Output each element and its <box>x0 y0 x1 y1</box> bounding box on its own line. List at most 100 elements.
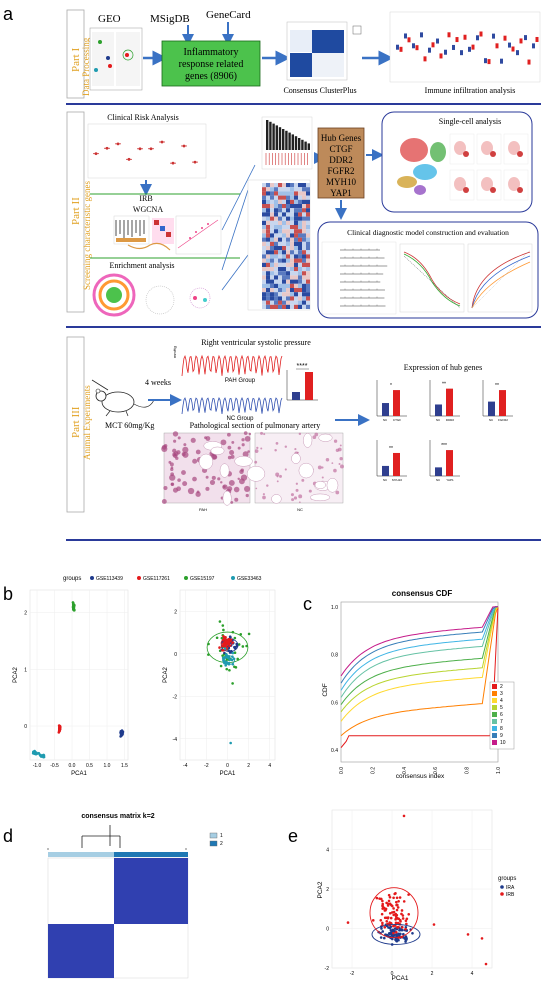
thumb-cell <box>298 296 302 301</box>
histology-cell <box>295 482 298 485</box>
thumb-box <box>412 43 415 49</box>
data-point <box>397 938 400 942</box>
histology-cell <box>228 479 235 486</box>
thumb-cell <box>286 220 290 225</box>
histology-cell <box>333 468 337 473</box>
histology-cell <box>222 484 228 490</box>
thumb-cell <box>290 258 294 263</box>
histology-alveolus <box>298 462 314 479</box>
thumb-cell <box>266 237 270 242</box>
histology-cell <box>211 475 216 480</box>
data-point <box>392 913 395 917</box>
thumb-bar <box>282 129 285 150</box>
thumb-cell <box>306 204 310 209</box>
legend-marker <box>500 892 504 896</box>
histology-cell <box>291 498 295 502</box>
data-point <box>38 753 42 757</box>
thumb-cell <box>298 300 302 305</box>
gene-bar-thumbnail <box>261 116 313 170</box>
thumb-blob <box>508 177 520 191</box>
histology-cell <box>227 486 233 492</box>
pressure-trace <box>181 396 283 415</box>
thumb-cell <box>294 279 298 284</box>
thumb-cell <box>290 233 294 238</box>
y-axis-label: PCA2 <box>163 667 169 683</box>
histology-alveolus <box>326 477 339 493</box>
thumb-cell <box>302 229 306 234</box>
pathological-label: Pathological section of pulmonary artery <box>190 421 321 430</box>
histology-cell <box>255 487 258 490</box>
thumb-cell <box>290 225 294 230</box>
rvsp-nc-trace <box>181 396 283 415</box>
histology-cell <box>182 451 189 458</box>
histology-cell <box>331 462 334 464</box>
thumb-cell <box>270 220 274 225</box>
thumb-cell <box>282 271 286 276</box>
data-point <box>382 936 386 940</box>
thumb-blob <box>454 177 466 191</box>
x-tick-label: -2 <box>204 763 209 769</box>
thumb-cell <box>274 220 278 225</box>
data-point <box>218 620 222 623</box>
histology-cell <box>262 495 266 500</box>
data-point <box>390 911 394 914</box>
data-point <box>394 921 398 925</box>
thumb-cell <box>270 183 274 188</box>
x-tick-label: -4 <box>183 763 188 769</box>
thumb-cell <box>302 220 306 225</box>
thumb-cell <box>274 199 278 204</box>
histology-cell <box>177 478 181 482</box>
thumb-box <box>527 59 531 65</box>
histology-cell <box>161 499 167 504</box>
thumb-cell <box>274 275 278 280</box>
thumb-cell <box>274 262 278 267</box>
legend-swatch <box>492 726 497 731</box>
matrix-block-2 <box>114 858 188 924</box>
histology-cell <box>244 435 251 442</box>
thumb-blob <box>481 141 493 155</box>
histology-cell <box>243 431 248 435</box>
thumb-cell <box>270 288 274 293</box>
y-tick-label: -4 <box>173 737 178 743</box>
histology-cell <box>275 442 279 445</box>
thumb-cell <box>274 237 278 242</box>
thumb-cell <box>274 187 278 192</box>
thumb-cell <box>262 271 266 276</box>
thumb-cell <box>286 250 290 255</box>
y-tick-label: -2 <box>173 694 178 700</box>
thumb-cell <box>278 288 282 293</box>
msigdb-label: MSigDB <box>150 13 190 25</box>
legend-label: 10 <box>500 740 506 746</box>
thumb-cell <box>282 183 286 188</box>
data-point <box>32 751 35 754</box>
thumb-cell <box>306 246 310 251</box>
thumb-cell <box>306 275 310 280</box>
panel-label-a: a <box>3 4 14 24</box>
thumb-cell <box>262 258 266 263</box>
thumb-cell <box>290 250 294 255</box>
expression-label-nc: NC <box>383 418 388 422</box>
confidence-ellipse <box>220 638 233 648</box>
histology-cell <box>333 439 338 443</box>
thumb-bar <box>285 130 288 150</box>
thumb-cell <box>270 267 274 272</box>
histology-cell <box>204 436 207 440</box>
thumb-cell <box>306 254 310 259</box>
thumb-box <box>508 42 511 48</box>
thumb-cell <box>274 233 278 238</box>
thumb-cell <box>282 288 286 293</box>
histology-alveolus <box>271 494 282 504</box>
y-tick-label: 1 <box>24 667 27 673</box>
data-point <box>390 904 394 908</box>
histology-cell <box>276 480 279 483</box>
data-point <box>73 608 76 612</box>
histology-cell <box>339 457 343 461</box>
histology-cell <box>260 447 263 450</box>
legend-label: 8 <box>500 726 503 732</box>
thumb-box <box>487 59 491 65</box>
thumb-cell <box>282 258 286 263</box>
consensus-label: Consensus ClusterPlus <box>283 86 356 95</box>
thumb-cell <box>286 183 290 188</box>
data-point <box>231 651 235 655</box>
